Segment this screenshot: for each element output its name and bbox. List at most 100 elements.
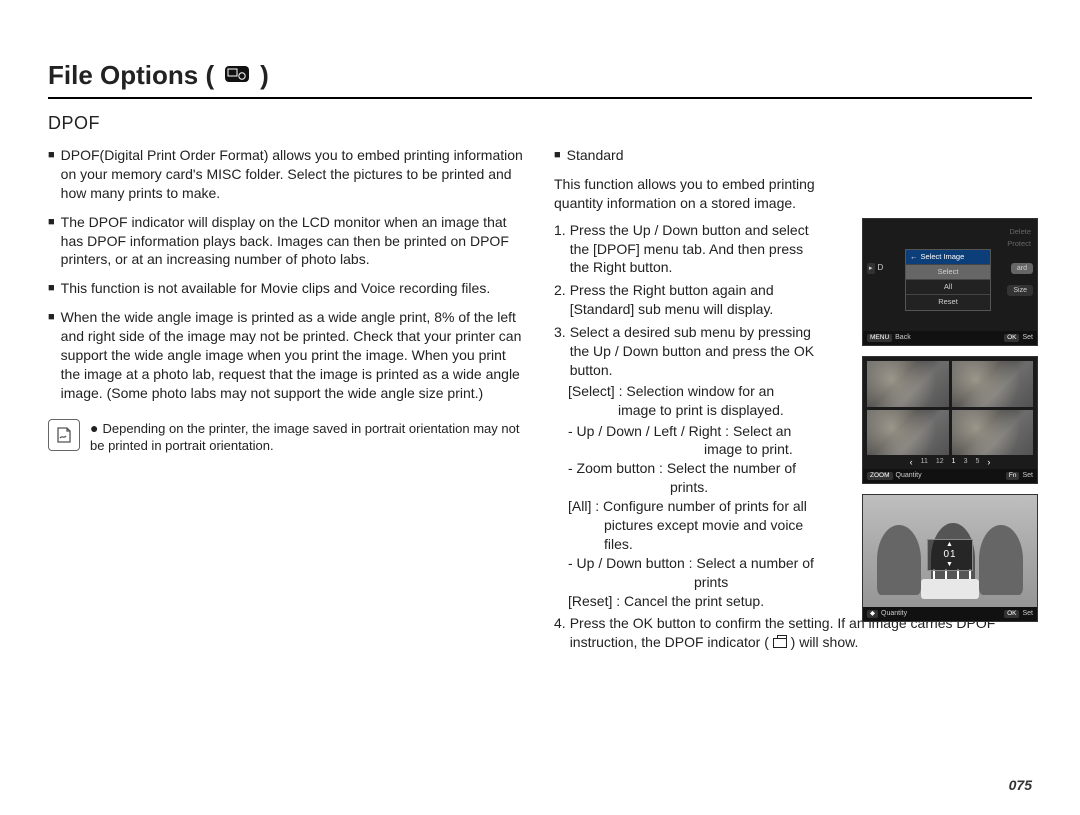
- bullet-1: ■ DPOF(Digital Print Order Format) allow…: [48, 146, 528, 203]
- step-1: 1.Press the Up / Down button and select …: [554, 221, 824, 278]
- manual-page: File Options ( ) DPOF ■ DPOF(Digital Pri…: [0, 0, 1080, 815]
- dash-1: - Up / Down / Left / Right : Select an: [554, 422, 824, 441]
- set-label-3: Set: [1022, 609, 1033, 618]
- dash-1b: image to print.: [554, 440, 824, 459]
- note-icon: [48, 419, 80, 451]
- pager-n4: 3: [964, 457, 968, 466]
- screen-menu: Delete Protect ▸ D ← Select Image Select…: [862, 218, 1038, 346]
- quantity-label: Quantity: [896, 471, 922, 480]
- side-tag-ard: ard: [1011, 263, 1033, 274]
- screen-photo: ▲ 01 ▼ ◆Quantity OKSet: [862, 494, 1038, 622]
- chevron-right-icon: ›: [987, 456, 990, 468]
- bullet-3: ■ This function is not available for Mov…: [48, 279, 528, 298]
- thumb-grid: [867, 361, 1033, 455]
- play-icon: ▸: [867, 263, 875, 274]
- square-bullet-icon: ■: [48, 213, 55, 270]
- submenu-title: Select Image: [921, 252, 965, 262]
- thumb-2: [952, 361, 1034, 407]
- person-silhouette: [979, 525, 1023, 595]
- camera-screens: Delete Protect ▸ D ← Select Image Select…: [862, 218, 1038, 622]
- pager-n5: 5: [975, 457, 979, 466]
- step-3: 3.Select a desired sub menu by pressing …: [554, 323, 824, 380]
- person-silhouette: [877, 525, 921, 595]
- screen-thumbnails: ‹ 11 12 1 3 5 › ZOOMQuantity FnSet: [862, 356, 1038, 484]
- note-text: ●Depending on the printer, the image sav…: [90, 419, 528, 455]
- reset-line: [Reset] : Cancel the print setup.: [554, 592, 824, 611]
- ok-key: OK: [1004, 334, 1019, 343]
- step-2: 2.Press the Right button again and [Stan…: [554, 281, 824, 319]
- square-bullet-icon: ■: [48, 279, 55, 298]
- submenu-item-select: Select: [906, 264, 990, 279]
- bullet-4: ■ When the wide angle image is printed a…: [48, 308, 528, 402]
- bullet-2: ■ The DPOF indicator will display on the…: [48, 213, 528, 270]
- thumb-4: [952, 410, 1034, 456]
- pager-n1: 11: [921, 457, 928, 466]
- left-column: ■ DPOF(Digital Print Order Format) allow…: [48, 146, 528, 654]
- fn-key: Fn: [1006, 472, 1020, 481]
- square-bullet-icon: ■: [48, 308, 55, 402]
- page-title-row: File Options ( ): [48, 60, 1032, 99]
- page-title: File Options (: [48, 60, 214, 91]
- bullet-3-text: This function is not available for Movie…: [61, 279, 491, 298]
- back-label: Back: [895, 333, 911, 342]
- content-columns: ■ DPOF(Digital Print Order Format) allow…: [48, 146, 1032, 654]
- step-3-text: Select a desired sub menu by pressing th…: [570, 323, 824, 380]
- file-options-icon: [224, 63, 250, 89]
- menu-row-delete: Delete: [869, 227, 1031, 237]
- bullet-dot-icon: ●: [90, 420, 98, 436]
- cake-icon: [921, 579, 979, 599]
- step-2-text: Press the Right button again and [Standa…: [570, 281, 824, 319]
- page-number: 075: [1009, 777, 1032, 793]
- screen1-footer: MENUBack OKSet: [863, 331, 1037, 345]
- menu-key: MENU: [867, 334, 892, 343]
- standard-label: Standard: [567, 146, 624, 165]
- set-label-2: Set: [1022, 471, 1033, 480]
- all-line: [All] : Configure number of prints for a…: [554, 497, 824, 516]
- note-body: Depending on the printer, the image save…: [90, 421, 519, 454]
- bullet-1-text: DPOF(Digital Print Order Format) allows …: [61, 146, 528, 203]
- updown-key: ◆: [867, 610, 878, 619]
- dash-3b: prints: [554, 573, 824, 592]
- bullet-4-text: When the wide angle image is printed as …: [61, 308, 528, 402]
- screen3-footer: ◆Quantity OKSet: [863, 607, 1037, 621]
- screen2-footer: ZOOMQuantity FnSet: [863, 469, 1037, 483]
- select-line-2: image to print is displayed.: [554, 401, 824, 420]
- submenu: ← Select Image Select All Reset: [905, 249, 991, 311]
- chevron-down-icon: ▼: [946, 562, 954, 568]
- submenu-title-row: ← Select Image: [906, 250, 990, 264]
- dash-2: - Zoom button : Select the number of: [554, 459, 824, 478]
- photo-bg: ▲ 01 ▼: [863, 495, 1037, 607]
- side-tag-size: Size: [1007, 285, 1033, 296]
- pager-current: 1: [952, 457, 956, 466]
- chevron-left-icon: ‹: [910, 456, 913, 468]
- submenu-item-all: All: [906, 279, 990, 294]
- all-line-2: pictures except movie and voice files.: [554, 516, 824, 554]
- quantity-label-3: Quantity: [881, 609, 907, 618]
- page-title-close: ): [260, 60, 269, 91]
- pager: ‹ 11 12 1 3 5 ›: [863, 455, 1037, 469]
- square-bullet-icon: ■: [554, 146, 561, 165]
- menu-row-protect: Protect: [869, 239, 1031, 249]
- ok-key-3: OK: [1004, 610, 1019, 619]
- note-block: ●Depending on the printer, the image sav…: [48, 419, 528, 455]
- printer-icon: [773, 638, 787, 648]
- menu-rows: Delete Protect: [863, 219, 1037, 249]
- dpof-initial: D: [878, 263, 884, 274]
- step-4b: ) will show.: [791, 634, 859, 650]
- section-subtitle: DPOF: [48, 113, 1032, 134]
- set-label: Set: [1022, 333, 1033, 342]
- back-arrow-icon: ←: [910, 252, 918, 262]
- dash-3: - Up / Down button : Select a number of: [554, 554, 824, 573]
- select-line: [Select] : Selection window for an: [554, 382, 824, 401]
- right-text-block: ■ Standard This function allows you to e…: [554, 146, 824, 610]
- quantity-value: 01: [943, 548, 956, 562]
- dpof-row: ▸ D: [867, 263, 883, 274]
- thumb-1: [867, 361, 949, 407]
- thumb-3: [867, 410, 949, 456]
- standard-intro: This function allows you to embed printi…: [554, 175, 824, 213]
- submenu-item-reset: Reset: [906, 294, 990, 309]
- quantity-overlay: ▲ 01 ▼: [927, 539, 973, 571]
- standard-head: ■ Standard: [554, 146, 824, 165]
- square-bullet-icon: ■: [48, 146, 55, 203]
- dash-2b: prints.: [554, 478, 824, 497]
